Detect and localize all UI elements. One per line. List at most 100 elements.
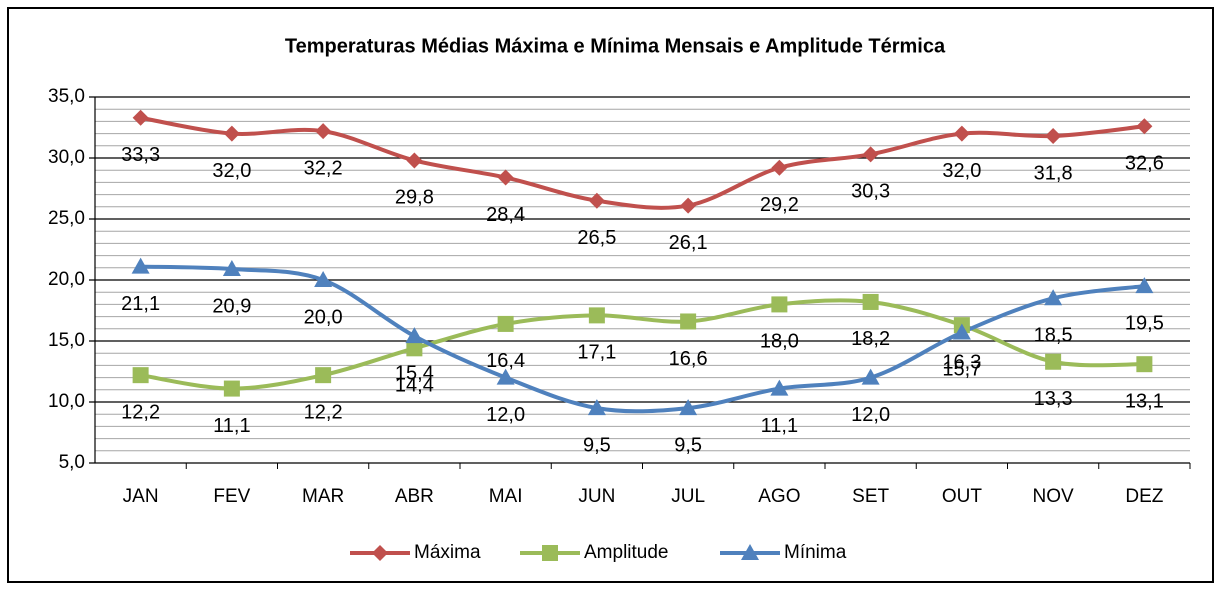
data-label: 18,5 — [1034, 325, 1073, 347]
data-label: 32,0 — [942, 160, 981, 182]
marker — [953, 125, 970, 142]
data-label: 20,0 — [304, 306, 343, 328]
marker — [771, 296, 788, 313]
marker — [587, 399, 606, 416]
y-tick-label: 30,0 — [48, 147, 85, 168]
marker — [770, 379, 789, 396]
data-label: 16,3 — [942, 351, 981, 373]
data-label: 29,8 — [395, 187, 434, 209]
marker — [1045, 353, 1062, 370]
data-label: 32,2 — [304, 157, 343, 179]
marker — [131, 257, 150, 274]
data-label: 12,0 — [486, 404, 525, 426]
y-tick-label: 25,0 — [48, 208, 85, 229]
marker — [132, 109, 149, 126]
data-label: 12,0 — [851, 404, 890, 426]
marker — [314, 271, 333, 287]
data-label: 26,1 — [669, 232, 708, 254]
data-label: 32,0 — [212, 160, 251, 182]
data-label: 21,1 — [121, 293, 160, 315]
marker — [315, 367, 332, 384]
marker — [679, 399, 698, 416]
legend-marker — [741, 544, 759, 560]
marker — [132, 367, 149, 384]
x-tick-label: JUL — [671, 486, 705, 507]
data-label: 13,1 — [1125, 390, 1164, 412]
data-label: 20,9 — [212, 295, 251, 317]
legend-marker — [542, 545, 558, 561]
marker — [496, 368, 515, 385]
marker — [315, 123, 332, 140]
marker — [222, 260, 241, 277]
marker — [406, 340, 423, 357]
marker — [1135, 277, 1154, 294]
x-tick-label: MAR — [302, 486, 344, 507]
data-label: 18,2 — [851, 328, 890, 350]
marker — [1136, 118, 1153, 135]
x-tick-label: FEV — [213, 486, 250, 507]
y-tick-label: 20,0 — [48, 269, 85, 290]
x-tick-label: MAI — [489, 486, 523, 507]
marker — [1044, 289, 1063, 306]
data-label: 15,7 — [942, 359, 981, 381]
x-tick-label: JAN — [123, 486, 159, 507]
x-tick-label: OUT — [942, 486, 983, 507]
marker — [1045, 128, 1062, 145]
x-tick-label: ABR — [395, 486, 434, 507]
legend-label: Mínima — [784, 542, 847, 563]
data-label: 9,5 — [583, 434, 611, 456]
data-label: 31,8 — [1034, 162, 1073, 184]
chart-frame — [7, 7, 1214, 583]
marker — [223, 125, 240, 142]
data-label: 29,2 — [760, 194, 799, 216]
marker — [862, 146, 879, 163]
data-label: 19,5 — [1125, 312, 1164, 334]
data-label: 16,4 — [486, 350, 525, 372]
marker — [862, 293, 879, 310]
data-label: 14,4 — [395, 375, 434, 397]
data-label: 15,4 — [395, 362, 434, 384]
x-tick-label: NOV — [1033, 486, 1075, 507]
marker — [588, 307, 605, 324]
legend-label: Máxima — [414, 542, 481, 563]
marker — [680, 197, 697, 214]
data-label: 11,1 — [213, 415, 250, 437]
data-label: 18,0 — [760, 331, 799, 353]
data-label: 32,6 — [1125, 153, 1164, 175]
x-tick-label: AGO — [758, 486, 800, 507]
data-label: 11,1 — [761, 415, 798, 437]
legend-marker — [372, 545, 388, 561]
marker — [497, 315, 514, 332]
x-tick-label: DEZ — [1125, 486, 1163, 507]
data-label: 13,3 — [1034, 388, 1073, 410]
data-label: 26,5 — [577, 227, 616, 249]
y-tick-label: 35,0 — [48, 86, 85, 107]
x-tick-label: JUN — [578, 486, 615, 507]
data-label: 28,4 — [486, 204, 525, 226]
data-label: 30,3 — [851, 181, 890, 203]
marker — [1136, 356, 1153, 373]
marker — [861, 368, 880, 385]
marker — [497, 169, 514, 186]
data-label: 9,5 — [674, 434, 702, 456]
marker — [406, 152, 423, 169]
chart-title: Temperaturas Médias Máxima e Mínima Mens… — [285, 35, 946, 57]
y-tick-label: 15,0 — [48, 330, 85, 351]
y-tick-label: 5,0 — [59, 452, 85, 473]
data-label: 33,3 — [121, 144, 160, 166]
marker — [405, 327, 424, 344]
data-label: 12,2 — [304, 401, 343, 423]
series-line — [140, 115, 1145, 210]
data-label: 16,6 — [669, 348, 708, 370]
marker — [588, 192, 605, 209]
y-tick-label: 10,0 — [48, 391, 85, 412]
data-label: 12,2 — [121, 401, 160, 423]
x-tick-label: SET — [852, 486, 889, 507]
legend-label: Amplitude — [584, 542, 669, 563]
data-label: 17,1 — [577, 342, 616, 364]
marker — [952, 323, 971, 340]
marker — [680, 313, 697, 330]
marker — [223, 380, 240, 397]
marker — [771, 159, 788, 176]
